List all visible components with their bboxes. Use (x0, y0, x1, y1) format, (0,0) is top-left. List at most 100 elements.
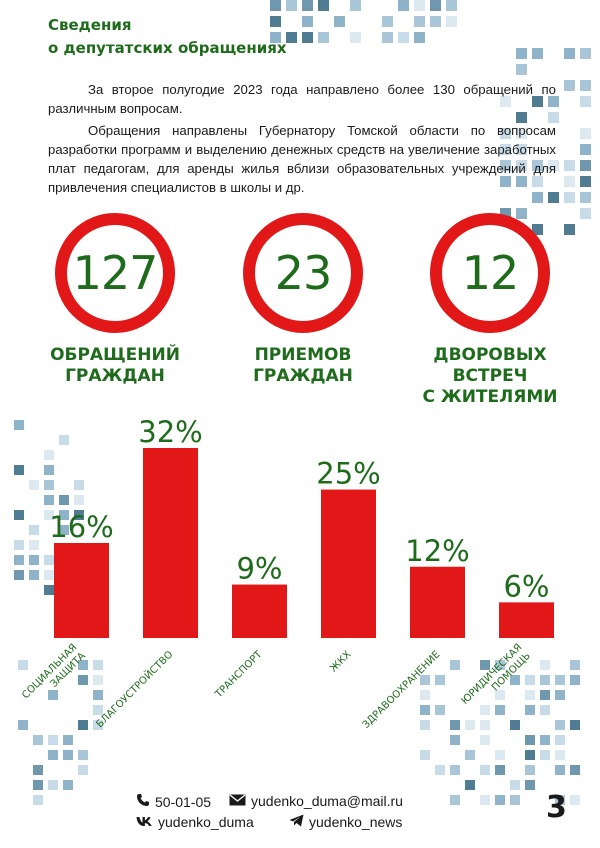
stat-receptions: 23 ПРИЕМОВ ГРАЖДАН (213, 213, 393, 387)
decorative-window (516, 112, 527, 123)
stat-value: 127 (72, 246, 159, 300)
decorative-window (450, 795, 460, 805)
decorative-window (465, 780, 475, 790)
decorative-window (500, 208, 511, 219)
stat-value: 23 (274, 246, 333, 300)
decorative-window (500, 176, 511, 187)
decorative-window (500, 96, 511, 107)
decorative-window (525, 705, 535, 715)
decorative-window (18, 660, 28, 670)
category-label: БЛАГОУСТРОЙСТВО (93, 648, 176, 731)
decorative-window (510, 720, 520, 730)
decorative-window (59, 435, 69, 445)
bar (232, 584, 287, 638)
decorative-window (500, 160, 511, 171)
decorative-window (450, 765, 460, 775)
decorative-window (540, 690, 550, 700)
decorative-window (580, 80, 591, 91)
footer-vk[interactable]: yudenko_duma (136, 814, 254, 830)
intro-paragraph-2: Обращения направлены Губернатору Томской… (48, 123, 556, 195)
stat-label-line-2: С ЖИТЕЛЯМИ (422, 387, 558, 407)
email-address: yudenko_duma@mail.ru (251, 793, 403, 809)
decorative-window (59, 495, 69, 505)
decorative-window (580, 176, 591, 187)
decorative-window (398, 0, 409, 11)
footer-telegram[interactable]: yudenko_news (289, 814, 402, 830)
decorative-window (525, 780, 535, 790)
decorative-window (480, 660, 490, 670)
decorative-window (580, 96, 591, 107)
decorative-window (63, 780, 73, 790)
decorative-window (580, 160, 591, 171)
decorative-window (495, 750, 505, 760)
decorative-window (29, 525, 39, 535)
bar (499, 602, 554, 638)
decorative-window (398, 32, 409, 43)
decorative-window (580, 192, 591, 203)
decorative-window (450, 735, 460, 745)
decorative-window (495, 660, 505, 670)
decorative-window (570, 675, 580, 685)
decorative-window (564, 160, 575, 171)
decorative-window (500, 128, 511, 139)
bar (410, 566, 465, 638)
decorative-window (570, 660, 580, 670)
decorative-window (44, 480, 54, 490)
decorative-window (516, 208, 527, 219)
decorative-window (532, 96, 543, 107)
decorative-window (33, 735, 43, 745)
intro-paragraph-1: За второе полугодие 2023 года направлено… (48, 82, 556, 116)
decorative-window (564, 224, 575, 235)
stat-ring: 127 (55, 213, 175, 333)
decorative-window (540, 660, 550, 670)
decorative-window (59, 525, 69, 535)
decorative-window (435, 705, 445, 715)
footer-email[interactable]: yudenko_duma@mail.ru (229, 793, 403, 809)
decorative-window (44, 465, 54, 475)
stat-value: 12 (461, 246, 520, 300)
decorative-window (44, 585, 54, 595)
stat-ring: 12 (430, 213, 550, 333)
decorative-window (14, 570, 24, 580)
decorative-window (516, 160, 527, 171)
decorative-window (93, 705, 103, 715)
decorative-window (44, 450, 54, 460)
footer-phone[interactable]: 50-01-05 (136, 793, 211, 810)
decorative-window (414, 32, 425, 43)
decorative-window (450, 660, 460, 670)
decorative-window (548, 192, 559, 203)
bar-value-label: 6% (503, 569, 549, 603)
decorative-window (570, 795, 580, 805)
decorative-window (540, 735, 550, 745)
phone-icon (136, 793, 150, 810)
title-line-1: Сведения (48, 16, 132, 34)
decorative-window (540, 675, 550, 685)
decorative-window (564, 192, 575, 203)
category-label: ТРАНСПОРТ (213, 649, 265, 701)
stat-label-line-1: ПРИЕМОВ (254, 345, 352, 365)
decorative-window (446, 0, 457, 11)
decorative-window (500, 144, 511, 155)
decorative-window (33, 795, 43, 805)
decorative-window (525, 735, 535, 745)
decorative-window (532, 48, 543, 59)
decorative-window (465, 720, 475, 730)
decorative-window (302, 16, 313, 27)
decorative-window (548, 96, 559, 107)
decorative-window (29, 540, 39, 550)
decorative-window (510, 780, 520, 790)
decorative-window (540, 750, 550, 760)
stat-label: ПРИЕМОВ ГРАЖДАН (213, 345, 393, 387)
decorative-window (570, 765, 580, 775)
decorative-window (14, 465, 24, 475)
bar (54, 543, 109, 638)
decorative-window (78, 660, 88, 670)
decorative-window (350, 0, 361, 11)
decorative-window (93, 720, 103, 730)
decorative-window (93, 660, 103, 670)
decorative-window (446, 16, 457, 27)
bar-value-label: 9% (236, 552, 282, 586)
decorative-window (29, 570, 39, 580)
decorative-window (555, 690, 565, 700)
